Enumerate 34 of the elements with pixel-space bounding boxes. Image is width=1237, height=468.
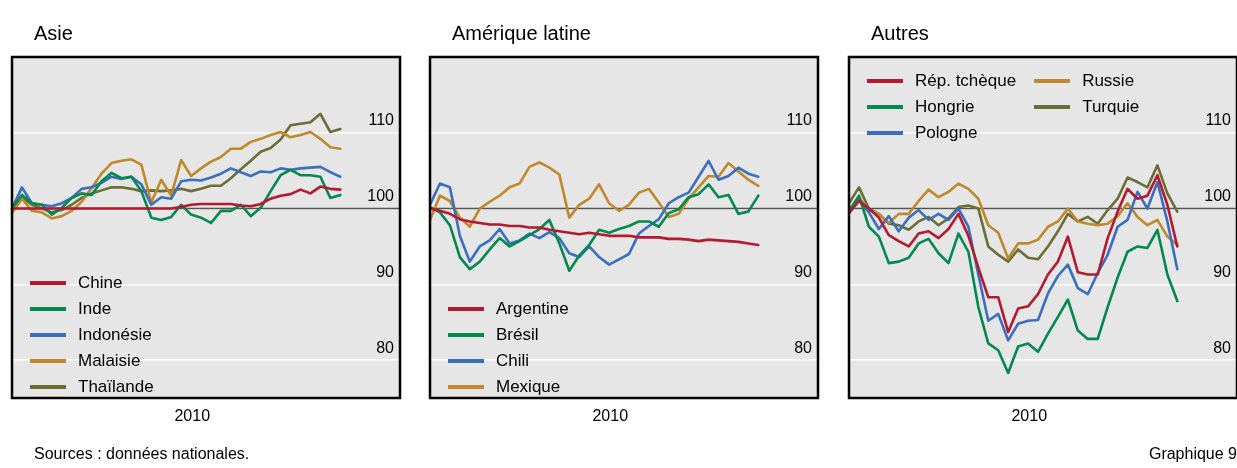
text: 2010 <box>592 407 629 425</box>
y-tick-label: 110 <box>368 111 395 129</box>
y-tick-label: 100 <box>367 186 395 204</box>
legend-label: Russie <box>1082 71 1135 91</box>
legend-label: Rép. tchèque <box>915 71 1017 91</box>
legend-label: Turquie <box>1082 97 1140 117</box>
y-tick-label: 90 <box>1213 262 1232 280</box>
y-tick-label: 100 <box>785 186 813 204</box>
legend-label: Indonésie <box>78 325 152 345</box>
source-note: Sources : données nationales. <box>34 445 250 463</box>
legend-label: Argentine <box>496 299 569 319</box>
y-tick-label: 110 <box>1205 111 1232 129</box>
legend-label: Chine <box>78 273 123 293</box>
text: 2010 <box>174 407 211 425</box>
legend-label: Thaïlande <box>78 377 154 397</box>
legend-label: Brésil <box>496 325 539 345</box>
legend-label: Hongrie <box>915 97 975 117</box>
legend-label: Chili <box>496 351 530 371</box>
y-tick-label: 80 <box>1213 338 1232 356</box>
chart-title: Amérique latine <box>452 22 591 45</box>
text: 2010 <box>1011 407 1048 425</box>
legend-label: Malaisie <box>78 351 141 371</box>
chart-title: Asie <box>34 22 73 45</box>
y-tick-label: 80 <box>794 338 813 356</box>
chart-title: Autres <box>871 22 929 45</box>
text: Graphique 9 <box>1148 445 1237 463</box>
y-tick-label: 90 <box>376 262 395 280</box>
y-tick-label: 80 <box>376 338 395 356</box>
legend-label: Pologne <box>915 123 978 143</box>
legend-label: Mexique <box>496 377 561 397</box>
legend-label: Inde <box>78 299 112 319</box>
y-tick-label: 100 <box>1204 186 1232 204</box>
y-tick-label: 90 <box>794 262 813 280</box>
y-tick-label: 110 <box>786 111 813 129</box>
